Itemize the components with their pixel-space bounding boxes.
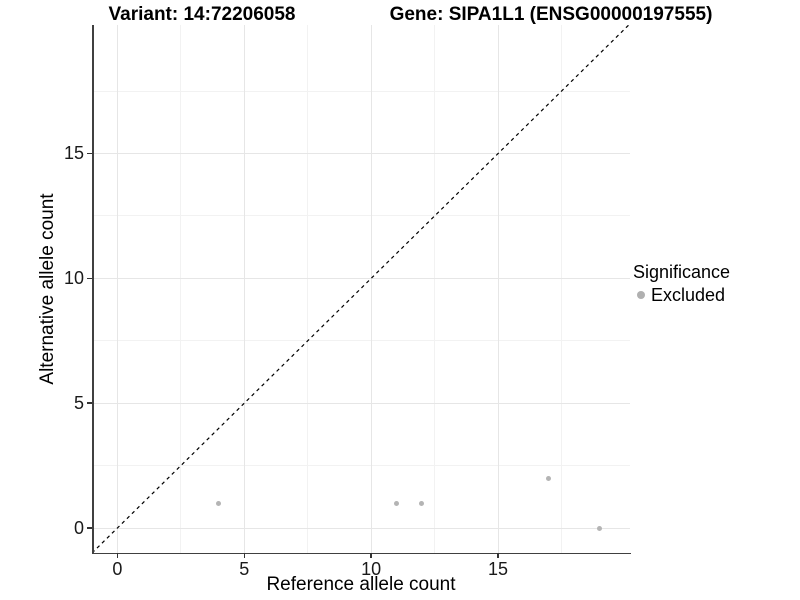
x-tick-label: 10 (361, 559, 382, 579)
y-tick-mark (86, 402, 92, 404)
x-tick-mark (370, 553, 372, 558)
gridline-major-vertical (243, 25, 245, 553)
gridline-minor-horizontal (92, 215, 630, 217)
gridline-minor-vertical (560, 25, 562, 553)
gridline-major-vertical (370, 25, 372, 553)
identity-line (92, 25, 630, 553)
gridline-minor-vertical (434, 25, 436, 553)
gridline-major-vertical (497, 25, 499, 553)
y-tick-label: 5 (73, 392, 84, 413)
gridline-major-horizontal (92, 153, 630, 155)
legend-point-swatch-icon (637, 291, 645, 299)
gridline-major-horizontal (92, 277, 630, 279)
plot-panel (92, 25, 630, 553)
y-tick-label: 15 (63, 143, 84, 164)
y-tick-mark (86, 527, 92, 529)
legend: Significance Excluded (633, 261, 730, 306)
y-tick-label: 10 (63, 267, 84, 288)
legend-entry: Excluded (633, 284, 730, 306)
x-tick-mark (116, 553, 119, 558)
plot-title-gene: Gene: SIPA1L1 (ENSG00000197555) (389, 4, 713, 25)
y-tick-mark (86, 277, 92, 280)
y-tick-mark (86, 152, 92, 155)
x-axis-line (92, 552, 631, 554)
gridline-major-vertical (116, 25, 118, 553)
x-tick-label: 0 (112, 559, 123, 579)
x-tick-mark (243, 553, 245, 558)
x-axis-label: Reference allele count (266, 574, 456, 595)
gridline-minor-vertical (307, 25, 309, 553)
data-point (394, 500, 400, 506)
legend-title: Significance (633, 262, 731, 282)
gridline-minor-horizontal (92, 340, 630, 342)
data-point (419, 500, 425, 506)
plot-title-variant: Variant: 14:72206058 (108, 4, 296, 25)
legend-label: Excluded (651, 285, 726, 305)
y-axis-line (92, 25, 94, 554)
gridline-minor-horizontal (92, 465, 630, 467)
data-point (546, 475, 552, 481)
data-point (597, 525, 603, 531)
y-tick-label: 0 (73, 517, 84, 538)
x-tick-label: 5 (239, 559, 250, 579)
data-point (216, 500, 222, 506)
gridline-minor-vertical (180, 25, 182, 553)
y-axis-label: Alternative allele count (37, 193, 58, 385)
gridline-minor-horizontal (92, 90, 630, 92)
gridline-major-horizontal (92, 402, 630, 404)
x-tick-mark (497, 553, 499, 558)
x-tick-label: 15 (488, 559, 509, 579)
gridline-major-horizontal (92, 527, 630, 529)
